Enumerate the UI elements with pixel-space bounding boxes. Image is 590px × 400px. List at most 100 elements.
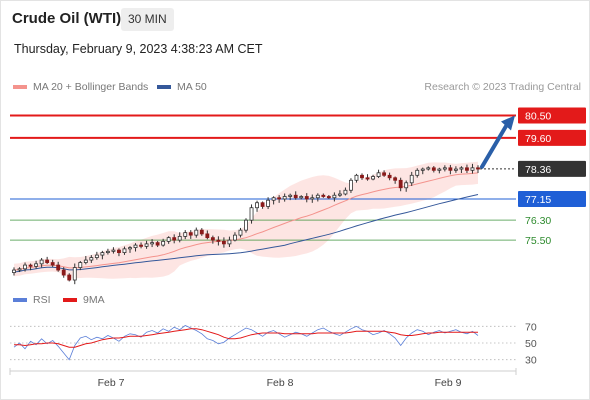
candle-body [238,229,243,236]
level-label-79.60: 79.60 [525,133,551,145]
candle-body [105,250,110,253]
candle-body [310,197,315,200]
candle-body [448,167,453,171]
candle-body [277,197,282,200]
candles [12,163,480,285]
candle-body [172,237,177,241]
rsi-tick-30: 30 [525,355,537,367]
candle-body [56,264,61,271]
candle-body [72,267,77,281]
candle-body [349,179,353,191]
timeframe-button[interactable]: 30 MIN [121,8,174,31]
candle-body [221,240,226,245]
candle-body [282,196,287,200]
candle-body [431,167,436,171]
ma9-swatch [63,298,77,302]
candle-body [376,172,381,177]
level-label-78.36: 78.36 [525,164,551,176]
candle-body [139,244,143,247]
legend-ma50-label: MA 50 [177,81,207,93]
candle-body [288,194,293,197]
level-label-77.15: 77.15 [525,194,551,206]
forecast-arrow [480,115,515,169]
legend-rsi-label: RSI [33,294,51,306]
candle-body [28,264,33,267]
candle-body [437,168,442,171]
candle-body [476,167,480,170]
candle-body [354,174,359,181]
legend-ma20-label: MA 20 + Bollinger Bands [33,81,149,93]
candle-body [420,168,425,171]
candle-body [260,202,265,207]
candle-body [205,233,210,239]
candle-body [150,242,155,245]
candle-body [365,177,370,180]
level-badge-79.60 [518,129,586,146]
candle-body [266,199,271,207]
forecast-arrow-shaft [480,122,509,169]
legend-ma20: MA 20 + Bollinger Bands [13,81,148,93]
candle-body [315,194,320,199]
candle-body [321,194,326,197]
candle-body [194,229,199,236]
candle-body [128,247,132,250]
candle-body [393,177,398,181]
candle-body [94,254,99,258]
candle-body [426,167,431,170]
candle-body [304,196,309,200]
rsi-9ma-line [14,328,478,348]
level-badge-80.50 [518,107,586,124]
rsi-swatch [13,298,27,302]
research-credit: Research © 2023 Trading Central [424,81,581,93]
candle-body [470,167,475,171]
candle-body [293,194,298,199]
level-label-76.30: 76.30 [525,215,551,227]
candle-body [100,252,105,256]
x-tick-feb-9: Feb 9 [435,377,462,389]
candle-body [255,202,259,209]
candle-body [78,262,83,268]
candle-body [50,262,55,266]
candle-body [83,259,88,263]
candle-body [371,176,375,180]
candle-body [442,167,447,170]
level-badge-77.15 [518,190,586,207]
legend-9ma-label: 9MA [83,294,105,306]
ma50-line [13,194,479,273]
candle-body [415,169,420,176]
forecast-arrow-head [501,115,515,131]
candle-body [216,239,221,242]
candle-body [398,179,403,189]
candle-body [17,268,22,271]
candle-body [67,274,72,281]
level-labels: 80.50 79.60 78.36 77.15 76.30 75.50 [518,107,586,247]
candle-body [382,172,387,176]
candle-body [244,219,248,231]
candle-body [89,257,94,261]
candle-body [326,196,331,199]
candle-body [453,168,458,171]
candle-body [343,189,348,195]
candle-body [12,269,16,273]
x-tick-feb-7: Feb 7 [98,377,125,389]
legend-9ma: 9MA [63,294,105,306]
candle-body [409,174,414,184]
candle-body [233,234,237,241]
candle-body [337,193,342,196]
ma50-swatch [157,85,171,89]
rsi-panel: 70 50 30 [10,321,537,367]
candle-body [39,259,44,265]
candle-body [61,269,66,276]
level-badge-78.36 [518,160,586,177]
rsi-tick-70: 70 [525,321,537,333]
candle-body [188,232,193,236]
candle-body [166,237,171,242]
candle-body [199,229,204,235]
rsi-tick-50: 50 [525,338,537,350]
legend-rsi: RSI [13,294,51,306]
candle-body [144,243,149,247]
legend-ma50: MA 50 [157,81,207,93]
x-tick-feb-8: Feb 8 [267,377,294,389]
candle-body [183,232,188,237]
candle-body [117,249,121,253]
